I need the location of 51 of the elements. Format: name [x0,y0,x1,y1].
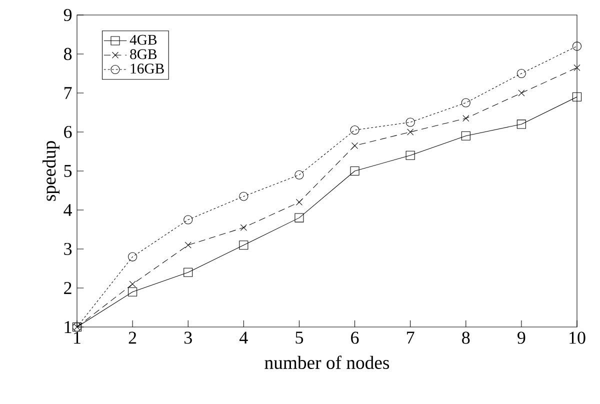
y-tick-label: 7 [64,87,72,99]
x-tick-label: 1 [74,332,80,344]
point [516,120,526,129]
x-tick-label: 9 [518,332,526,344]
point [516,68,526,78]
point [184,242,192,248]
point [294,213,304,222]
point [350,126,360,135]
point [239,192,248,201]
x-tick-label: 4 [240,332,248,344]
y-tick-label: 1 [64,321,72,333]
point [239,240,248,250]
legend-label: 16GB [130,64,164,74]
x-tick-label: 10 [570,332,586,344]
y-tick-label: 2 [64,282,72,294]
point [461,131,470,140]
y-tick-label: 3 [64,242,72,256]
x-tick-label: 6 [351,332,359,344]
point [572,42,582,51]
y-tick-label: 6 [64,126,72,138]
y-tick-label: 8 [64,48,72,60]
x-tick-label: 7 [407,332,414,344]
y-tick-label: 9 [64,8,72,22]
point [574,64,580,71]
point [294,170,304,180]
x-tick-label: 8 [462,332,470,344]
legend-label: 8GB [130,49,157,60]
x-axis-title: number of nodes [264,356,390,370]
point [129,280,136,288]
y-tick-label: 4 [64,204,72,216]
point [350,166,360,176]
point [351,142,358,149]
point [184,215,193,224]
point [518,90,525,96]
x-tick-label: 2 [128,332,136,344]
x-tick-label: 5 [296,332,304,344]
legend-label: 4GB [130,34,157,45]
point [240,224,247,231]
point [128,287,138,296]
point [184,268,193,277]
y-tick-label: 5 [64,165,72,177]
point [296,198,303,206]
y-axis-title: speedup [42,141,60,201]
point [461,98,470,108]
point [406,150,415,160]
x-tick-label: 3 [184,332,192,344]
point [462,115,470,122]
point [128,252,138,262]
point [572,92,582,102]
point [407,128,414,136]
point [406,118,415,127]
